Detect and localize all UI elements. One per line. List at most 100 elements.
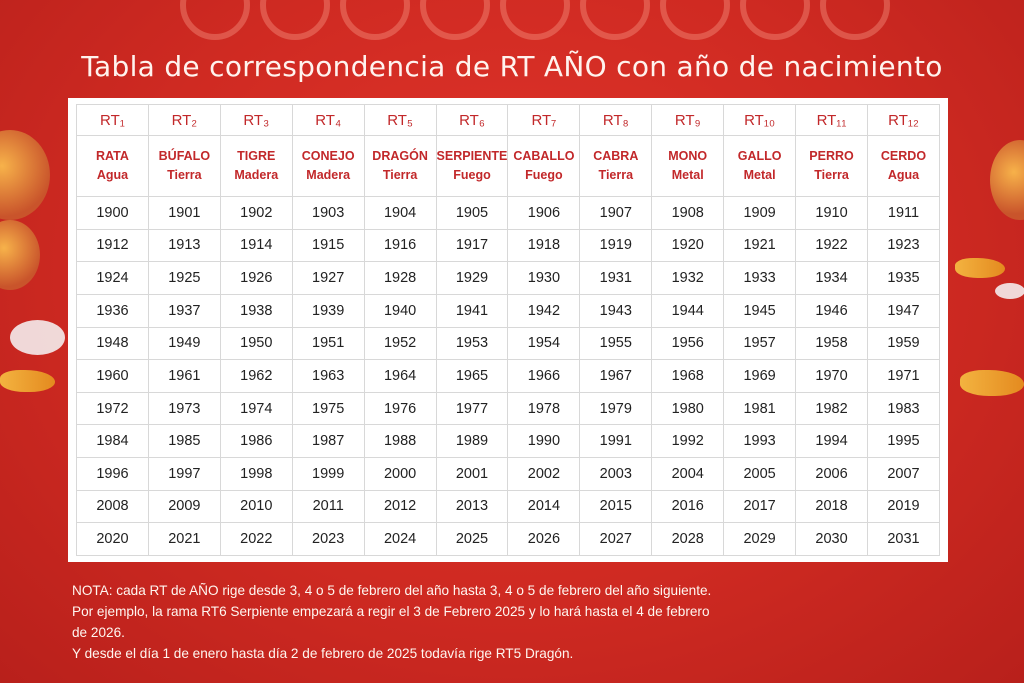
lantern-left-lower-icon [0, 220, 40, 290]
year-cell: 2017 [723, 489, 797, 524]
year-cell: 1974 [219, 391, 293, 426]
lantern-right-icon [990, 140, 1024, 220]
year-cell: 1980 [651, 391, 725, 426]
year-cell: 1973 [147, 391, 221, 426]
year-cell: 1929 [435, 261, 509, 295]
year-cell: 1907 [579, 196, 653, 230]
year-cell: 1983 [866, 391, 941, 426]
table-row: 2020 2021 2022 2023 2024 2025 2026 2027 2028 2029… [76, 522, 941, 556]
animal-header: SERPIENTE Fuego [435, 135, 509, 197]
year-cell: 1904 [363, 196, 437, 230]
animal-header: BÚFALO Tierra [147, 135, 221, 197]
year-cell: 1977 [435, 391, 509, 426]
table-row: 1936 1937 1938 1939 1940 1941 1942 1943 1944 1945… [76, 293, 941, 328]
element-name: Madera [234, 168, 279, 182]
year-cell: 1926 [219, 261, 293, 295]
animal-header: CERDO Agua [866, 135, 941, 197]
year-cell: 2028 [651, 522, 725, 556]
year-cell: 1987 [291, 424, 365, 458]
element-name: Fuego [453, 168, 491, 182]
element-name: Metal [743, 168, 776, 182]
year-cell: 1917 [435, 228, 509, 263]
year-cell: 1982 [795, 391, 868, 426]
year-cell: 2024 [363, 522, 437, 556]
year-cell: 2031 [866, 522, 941, 556]
table-row: 2008 2009 2010 2011 2012 2013 2014 2015 2016 2017… [76, 489, 941, 524]
year-cell: 1962 [219, 359, 293, 393]
year-cell: 2010 [219, 489, 293, 524]
year-cell: 1906 [507, 196, 581, 230]
note-line-4: Y desde el día 1 de enero hasta día 2 de… [72, 646, 574, 661]
year-cell: 2003 [579, 457, 653, 491]
table-row: 1948 1949 1950 1951 1952 1953 1954 1955 1956 1957… [76, 326, 941, 361]
year-cell: 1940 [363, 293, 437, 328]
year-cell: 1910 [795, 196, 868, 230]
year-cell: 2005 [723, 457, 797, 491]
year-cell: 1951 [291, 326, 365, 361]
year-cell: 1950 [219, 326, 293, 361]
year-cell: 1901 [147, 196, 221, 230]
year-cell: 2019 [866, 489, 941, 524]
year-cell: 1945 [723, 293, 797, 328]
year-cell: 1946 [795, 293, 868, 328]
year-cell: 1966 [507, 359, 581, 393]
year-cell: 1947 [866, 293, 941, 328]
cloud-right-icon [995, 283, 1024, 299]
year-cell: 2020 [76, 522, 149, 556]
animal-name: MONO [668, 149, 708, 163]
year-cell: 2018 [795, 489, 868, 524]
year-cell: 2011 [291, 489, 365, 524]
year-cell: 2008 [76, 489, 149, 524]
table-header-animal-row: RATA Agua BÚFALO Tierra TIGRE Madera CONEJO Mad… [76, 135, 941, 197]
year-cell: 1961 [147, 359, 221, 393]
table-row: 1972 1973 1974 1975 1976 1977 1978 1979 1980 1981… [76, 391, 941, 426]
element-name: Madera [306, 168, 351, 182]
year-cell: 2002 [507, 457, 581, 491]
animal-header: CABRA Tierra [579, 135, 653, 197]
table-header-rt-row: RT₁ RT₂ RT₃ RT₄ RT₅ RT₆ RT₇ RT₈ RT₉ RT₁₀ RT₁₁ RT₁₂ [76, 104, 941, 136]
lantern-left-icon [0, 130, 50, 220]
year-cell: 1932 [651, 261, 725, 295]
rt-header: RT₆ [435, 104, 509, 136]
year-cell: 1994 [795, 424, 868, 458]
year-cell: 2027 [579, 522, 653, 556]
year-cell: 1936 [76, 293, 149, 328]
rt-header: RT₁₁ [795, 104, 868, 136]
animal-name: SERPIENTE [436, 149, 508, 163]
year-cell: 2030 [795, 522, 868, 556]
note-line-2: Por ejemplo, la rama RT6 Serpiente empez… [72, 604, 710, 619]
year-cell: 2001 [435, 457, 509, 491]
table: RT₁ RT₂ RT₃ RT₄ RT₅ RT₆ RT₇ RT₈ RT₉ RT₁₀ RT₁₁ RT₁₂ … [76, 104, 941, 556]
year-cell: 1965 [435, 359, 509, 393]
year-cell: 1934 [795, 261, 868, 295]
animal-header: PERRO Tierra [795, 135, 868, 197]
animal-name: CONEJO [301, 149, 355, 163]
year-cell: 1923 [866, 228, 941, 263]
year-cell: 1902 [219, 196, 293, 230]
year-cell: 1927 [291, 261, 365, 295]
year-cell: 2029 [723, 522, 797, 556]
rt-header: RT₅ [363, 104, 437, 136]
year-cell: 1990 [507, 424, 581, 458]
element-name: Agua [887, 168, 920, 182]
year-cell: 1964 [363, 359, 437, 393]
year-cell: 1911 [866, 196, 941, 230]
rt-header: RT₄ [291, 104, 365, 136]
year-cell: 1920 [651, 228, 725, 263]
year-cell: 1998 [219, 457, 293, 491]
year-cell: 1928 [363, 261, 437, 295]
year-cell: 1996 [76, 457, 149, 491]
year-cell: 1943 [579, 293, 653, 328]
page-title: Tabla de correspondencia de RT AÑO con a… [81, 50, 943, 83]
element-name: Tierra [598, 168, 634, 182]
year-cell: 2021 [147, 522, 221, 556]
year-cell: 1997 [147, 457, 221, 491]
animal-name: CABRA [593, 149, 639, 163]
year-cell: 1972 [76, 391, 149, 426]
rt-header: RT₂ [147, 104, 221, 136]
year-cell: 1981 [723, 391, 797, 426]
note-line-1: NOTA: cada RT de AÑO rige desde 3, 4 o 5… [72, 583, 712, 598]
element-name: Metal [671, 168, 704, 182]
year-cell: 1942 [507, 293, 581, 328]
ribbon-right-lower-icon [960, 370, 1024, 396]
